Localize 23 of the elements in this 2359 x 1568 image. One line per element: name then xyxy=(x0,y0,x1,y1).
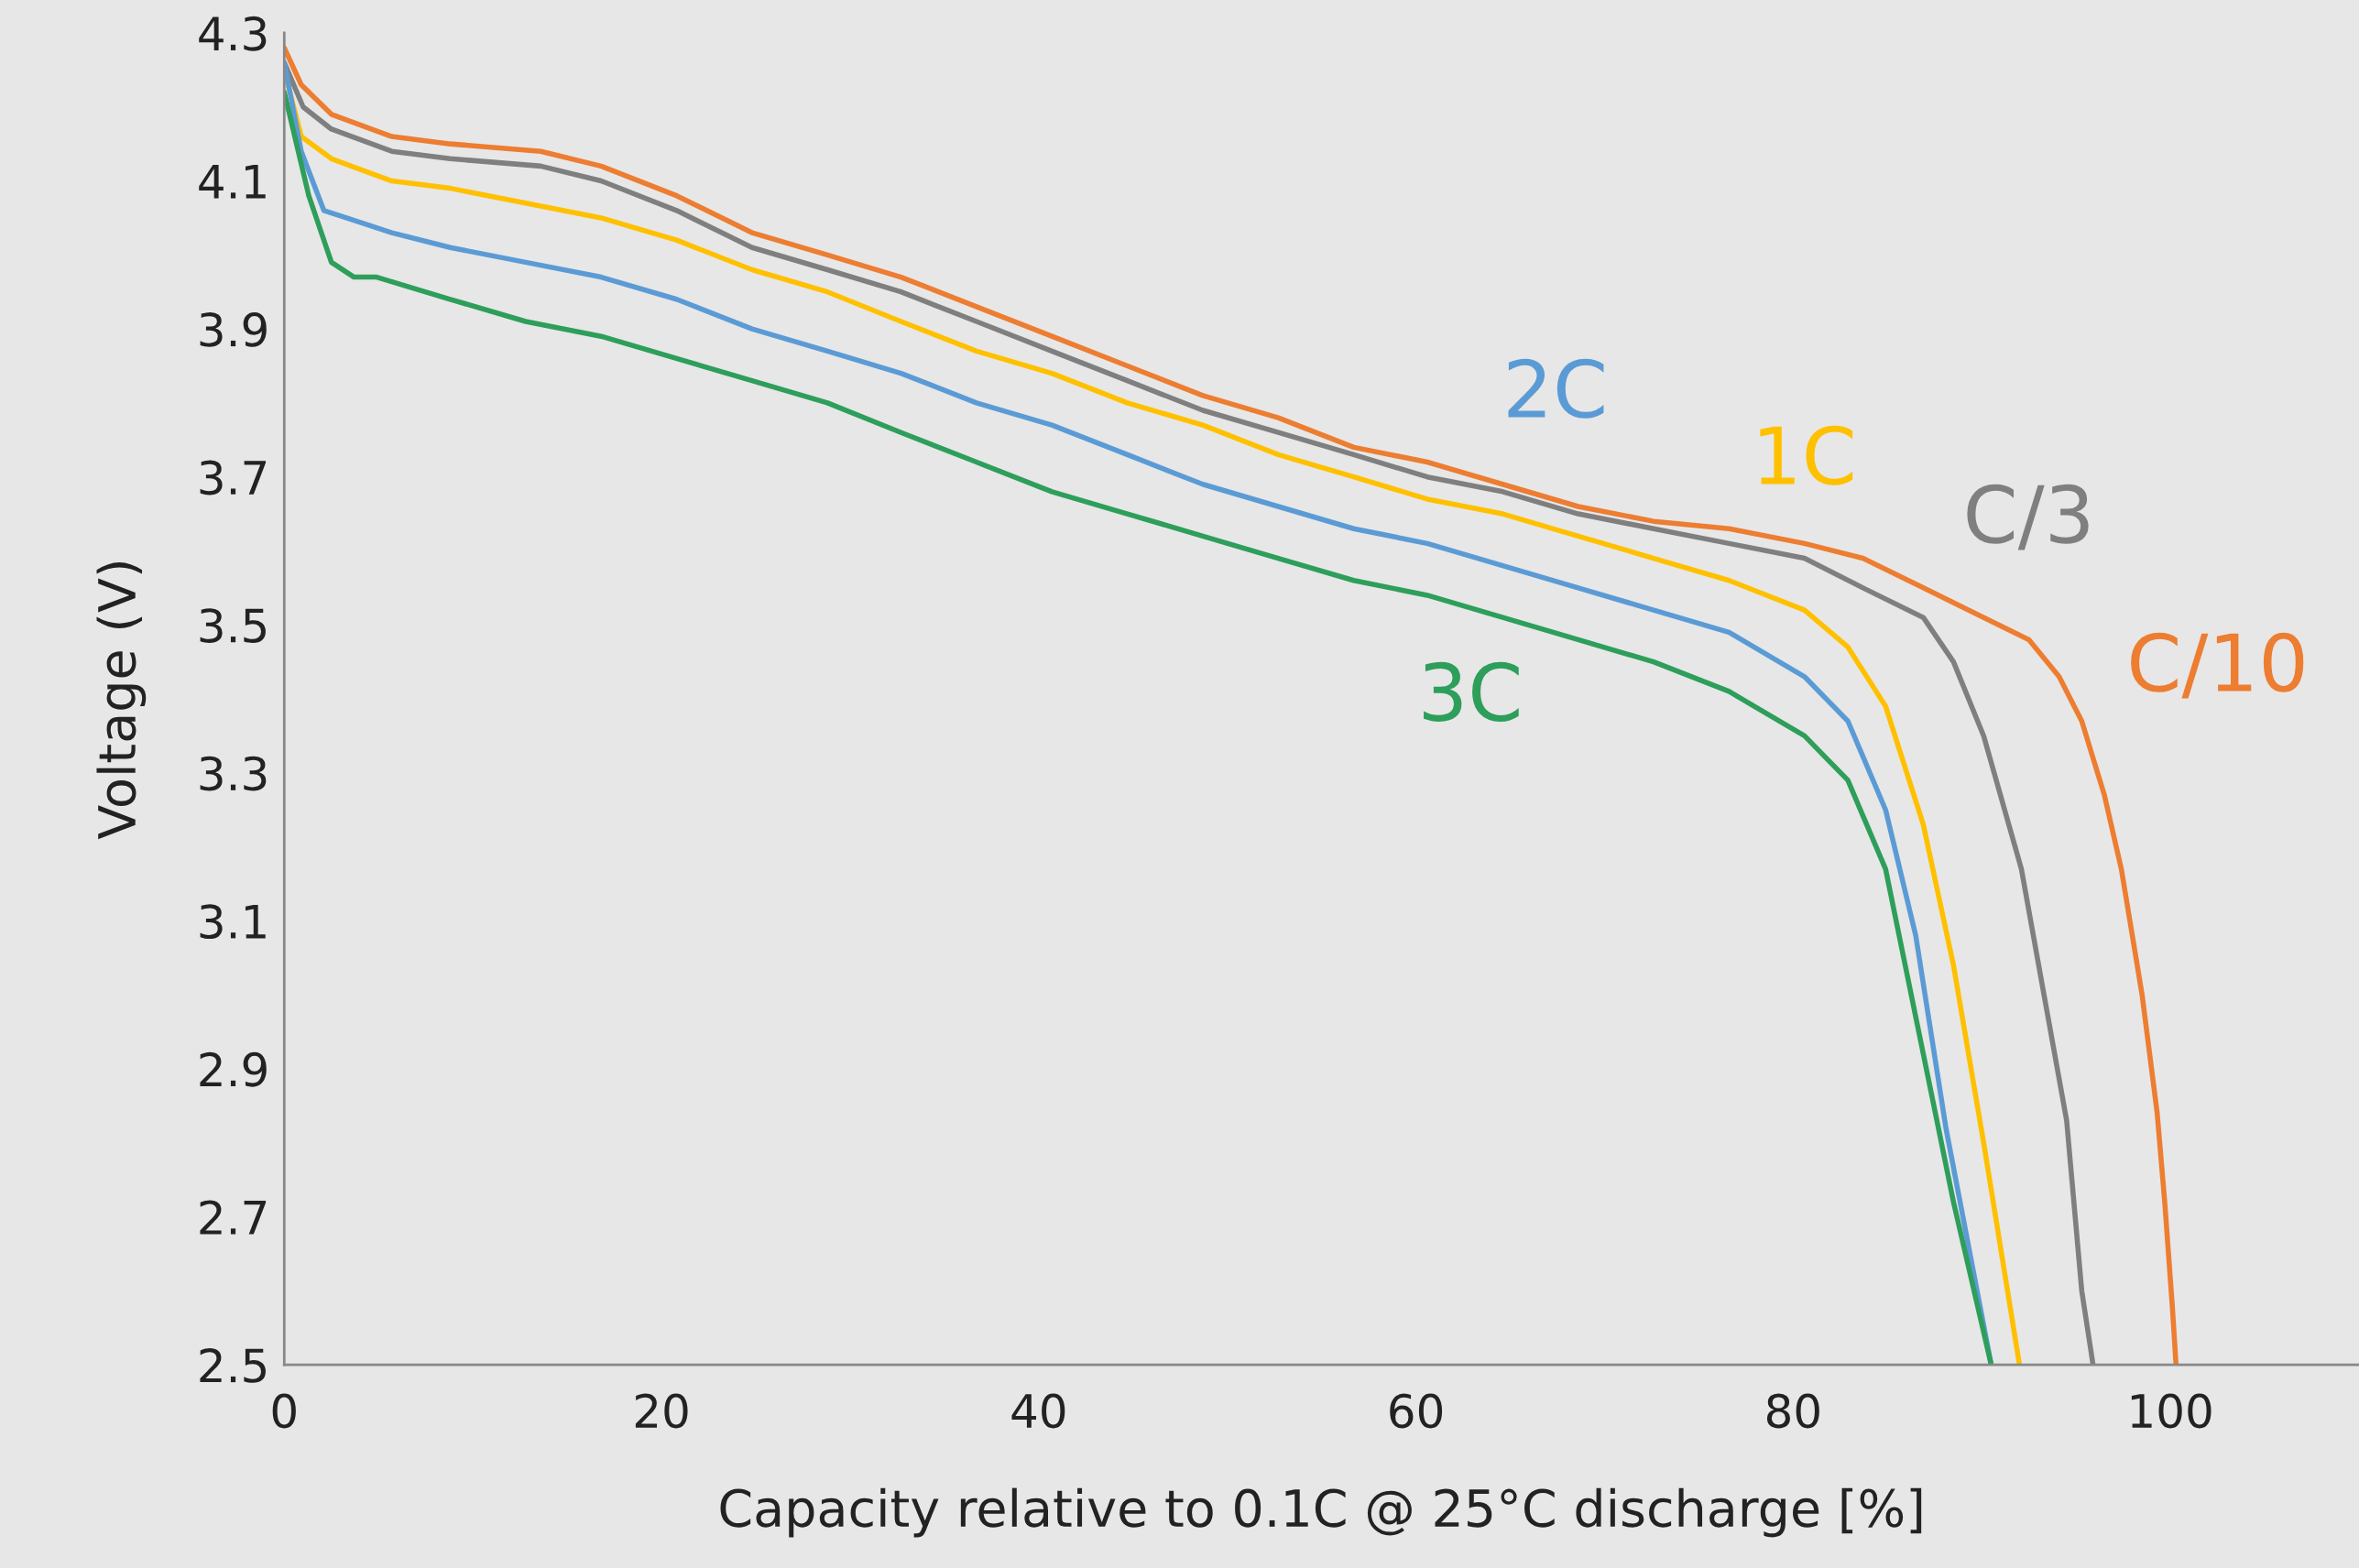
series-label: 1C xyxy=(1760,425,1853,485)
y-tick-label: 3.9 xyxy=(200,311,267,347)
series-label: C/3 xyxy=(1967,484,2089,550)
x-tick-label: 80 xyxy=(1766,1393,1819,1429)
y-tick-label: 3.1 xyxy=(200,904,266,940)
y-tick-label: 3.5 xyxy=(200,608,266,643)
x-tick-label: 20 xyxy=(635,1393,688,1429)
x-tick-label: 40 xyxy=(1011,1393,1065,1429)
x-tick-label: 60 xyxy=(1390,1393,1443,1429)
series-label: 3C xyxy=(1424,661,1519,722)
x-tick-label: 100 xyxy=(2131,1393,2212,1429)
y-tick-label: 3.7 xyxy=(200,460,267,495)
y-tick-label: 4.3 xyxy=(199,16,267,51)
y-tick-label: 2.5 xyxy=(200,1348,266,1383)
y-axis-title: Voltage (V) xyxy=(96,562,147,840)
y-tick-label: 3.3 xyxy=(200,756,267,791)
y-tick-label: 4.1 xyxy=(199,165,266,199)
series-label: C/10 xyxy=(2131,632,2304,699)
y-tick-label: 2.7 xyxy=(200,1200,267,1235)
x-tick-label: 0 xyxy=(272,1393,296,1429)
x-axis-title: Capacity relative to 0.1C @ 25°C discharge [%] xyxy=(720,1487,1922,1538)
y-tick-label: 2.9 xyxy=(200,1051,267,1087)
series-label: 2C xyxy=(1508,358,1604,419)
